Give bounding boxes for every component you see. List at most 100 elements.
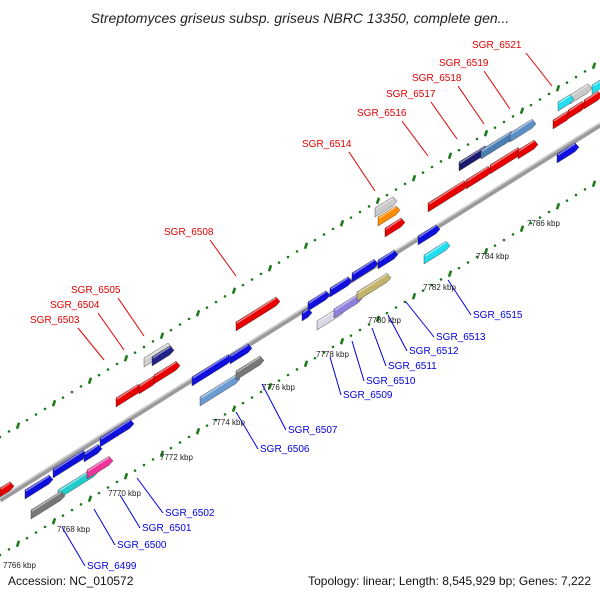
- tick-dot: [349, 334, 353, 337]
- gene-feature[interactable]: [591, 78, 600, 95]
- gene-feature[interactable]: [374, 196, 398, 218]
- tick-mark: [231, 287, 237, 295]
- ruler-label: 7778 kbp: [316, 350, 349, 359]
- forward-gene-label[interactable]: SGR_6505: [71, 285, 121, 296]
- tick-dot: [106, 368, 110, 371]
- gene-feature[interactable]: [329, 276, 353, 298]
- gene-feature[interactable]: [229, 343, 253, 365]
- reverse-gene-label[interactable]: SGR_6506: [260, 444, 310, 455]
- tick-dot: [250, 278, 254, 281]
- tick-dot: [493, 126, 497, 129]
- gene-feature[interactable]: [509, 118, 537, 143]
- gene-feature[interactable]: [151, 345, 175, 367]
- gene-bevel: [230, 344, 249, 357]
- tick-mark: [555, 84, 561, 92]
- reverse-gene-label[interactable]: SGR_6512: [409, 346, 459, 357]
- gene-feature[interactable]: [556, 142, 580, 164]
- forward-gene-label[interactable]: SGR_6518: [412, 73, 462, 84]
- gene-feature[interactable]: [557, 94, 575, 112]
- tick-mark: [339, 337, 345, 345]
- tick-dot: [538, 98, 542, 101]
- gene-feature[interactable]: [235, 355, 265, 381]
- tick-mark: [411, 292, 417, 300]
- forward-gene-label[interactable]: SGR_6503: [30, 315, 80, 326]
- forward-gene-label[interactable]: SGR_6514: [302, 139, 352, 150]
- gene-feature[interactable]: [583, 90, 600, 110]
- gene-features: [0, 78, 600, 520]
- tick-dot: [439, 160, 443, 163]
- reverse-gene-label[interactable]: SGR_6500: [117, 540, 167, 551]
- tick-dot: [115, 362, 119, 366]
- forward-gene-label[interactable]: SGR_6521: [472, 40, 522, 51]
- tick-dot: [538, 216, 542, 219]
- gene-feature[interactable]: [153, 360, 181, 385]
- gene-feature[interactable]: [377, 249, 399, 270]
- tick-dot: [223, 295, 227, 298]
- reverse-gene-label[interactable]: SGR_6502: [165, 508, 215, 519]
- gene-feature[interactable]: [423, 240, 451, 265]
- tick-mark: [15, 422, 21, 430]
- gene-feature[interactable]: [427, 180, 469, 213]
- reverse-gene-label[interactable]: SGR_6515: [473, 310, 523, 321]
- reverse-gene-label[interactable]: SGR_6510: [366, 376, 416, 387]
- gene-bevel: [84, 444, 99, 455]
- tick-dot: [430, 283, 434, 287]
- gene-bevel: [352, 259, 375, 275]
- gene-feature[interactable]: [489, 147, 523, 175]
- gene-bevel: [568, 101, 583, 112]
- gene-feature[interactable]: [417, 224, 441, 246]
- leader-line: [401, 120, 429, 157]
- tick-dot: [286, 373, 290, 377]
- gene-feature[interactable]: [333, 293, 363, 319]
- tick-mark: [267, 382, 273, 390]
- reverse-gene-label[interactable]: SGR_6513: [436, 332, 486, 343]
- gene-feature[interactable]: [356, 272, 392, 302]
- gene-feature[interactable]: [24, 474, 54, 500]
- tick-dot: [475, 137, 479, 141]
- gene-feature[interactable]: [465, 165, 493, 190]
- forward-gene-labels: SGR_6503 SGR_6504 SGR_6505 SGR_6508 SGR_6514…: [30, 40, 522, 326]
- tick-mark: [303, 360, 309, 368]
- gene-bevel: [100, 419, 131, 440]
- tick-mark: [87, 495, 93, 503]
- gene-feature[interactable]: [86, 455, 114, 480]
- leader-line: [61, 526, 86, 567]
- genome-summary-text: Topology: linear; Length: 8,545,929 bp; …: [308, 574, 591, 588]
- leader-line: [329, 356, 342, 396]
- tick-dot: [97, 491, 101, 495]
- gene-feature[interactable]: [384, 217, 406, 238]
- forward-gene-label[interactable]: SGR_6508: [164, 227, 214, 238]
- forward-gene-label[interactable]: SGR_6516: [357, 108, 407, 119]
- reverse-gene-label[interactable]: SGR_6501: [142, 523, 192, 534]
- gene-feature[interactable]: [115, 383, 143, 408]
- gene-feature[interactable]: [235, 296, 281, 332]
- reverse-gene-label[interactable]: SGR_6509: [343, 390, 393, 401]
- forward-gene-label[interactable]: SGR_6517: [386, 89, 436, 100]
- reverse-gene-label[interactable]: SGR_6511: [388, 361, 437, 372]
- forward-gene-label[interactable]: SGR_6504: [50, 300, 100, 311]
- gene-feature[interactable]: [351, 258, 379, 283]
- reverse-gene-label[interactable]: SGR_6499: [87, 561, 137, 572]
- gene-bevel: [481, 131, 512, 152]
- tick-dot: [547, 210, 551, 214]
- forward-gene-label[interactable]: SGR_6519: [439, 58, 489, 69]
- ruler-label: 7786 kbp: [527, 219, 560, 228]
- gene-bevel: [236, 297, 277, 324]
- gene-feature[interactable]: [517, 139, 539, 160]
- leader-line: [387, 314, 408, 352]
- ruler-labels: 7766 kbp 7768 kbp 7770 kbp 7772 kbp 7774 kbp…: [3, 219, 560, 570]
- gene-feature[interactable]: [83, 443, 103, 463]
- gene-feature[interactable]: [30, 490, 66, 520]
- gene-feature[interactable]: [199, 374, 241, 407]
- gene-bevel: [584, 91, 599, 102]
- gene-feature[interactable]: [99, 418, 135, 448]
- gene-bevel: [418, 225, 437, 238]
- gene-feature[interactable]: [0, 481, 15, 498]
- tick-dot: [97, 373, 101, 377]
- gene-bevel: [0, 482, 11, 490]
- gene-feature[interactable]: [377, 205, 401, 227]
- gene-feature[interactable]: [307, 290, 331, 312]
- gene-bevel: [357, 273, 388, 294]
- reverse-gene-label[interactable]: SGR_6507: [288, 425, 338, 436]
